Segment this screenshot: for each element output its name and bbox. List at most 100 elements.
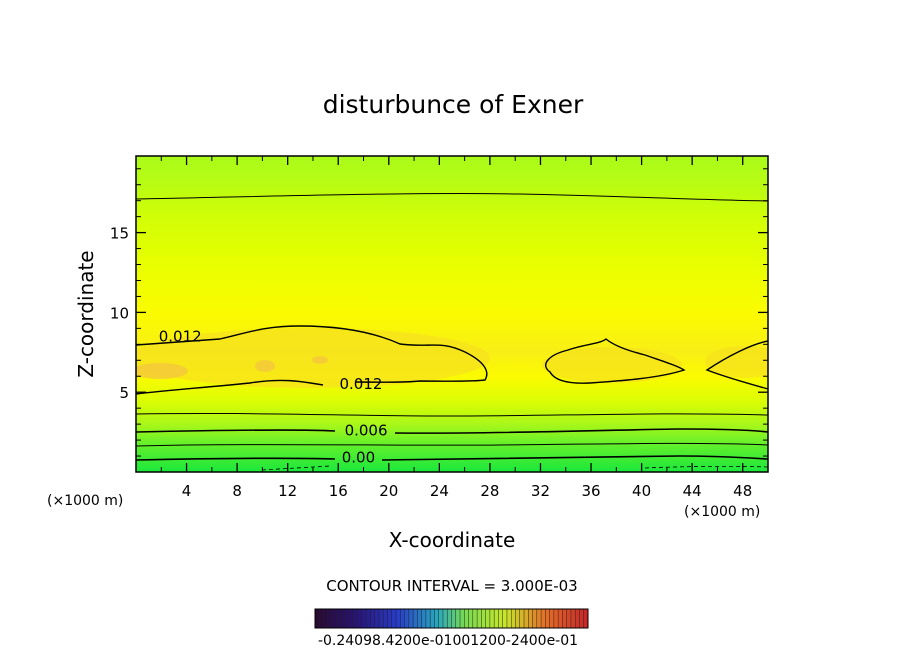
contour-line-0.012-cell <box>545 338 686 384</box>
colorbar-cell <box>515 609 521 628</box>
contour-line-0.00 <box>381 455 768 461</box>
minor-ticks <box>136 156 768 472</box>
colorbar-cell <box>361 609 367 628</box>
colorbar-cell <box>553 609 559 628</box>
core-2 <box>255 360 275 372</box>
colorbar <box>314 609 589 628</box>
contour-line-negative <box>644 465 768 469</box>
colorbar-cell <box>541 609 546 628</box>
max-region-2 <box>542 347 682 383</box>
field-background <box>136 156 768 472</box>
colorbar-cell <box>460 609 465 628</box>
colorbar-cell <box>583 609 589 628</box>
contour-line-0.012-lower <box>136 379 324 395</box>
colorbar-cell <box>332 609 337 628</box>
colorbar-cell <box>400 609 406 628</box>
x-tick-label: 12 <box>278 482 297 500</box>
colorbar-cell <box>434 609 440 628</box>
contour-line <box>136 193 768 202</box>
plot-area <box>136 156 768 472</box>
contour-line-0.00 <box>136 457 336 461</box>
colorbar-cell <box>524 609 529 628</box>
colorbar-cell <box>519 609 525 628</box>
x-axis-label: X-coordinate <box>389 528 516 552</box>
colorbar-cell <box>430 609 435 628</box>
x-tick-label: 32 <box>531 482 550 500</box>
colorbar-cell <box>562 609 568 628</box>
x-tick-label: 36 <box>581 482 600 500</box>
colorbar-cell <box>472 609 478 628</box>
x-tick-label: 28 <box>480 482 499 500</box>
max-region-3 <box>705 346 768 378</box>
colorbar-cell <box>413 609 418 628</box>
contour-label: 0.00 <box>342 449 375 467</box>
colorbar-cell <box>451 609 457 628</box>
colorbar-cell <box>447 609 452 628</box>
colorbar-cell <box>494 609 499 628</box>
colorbar-cell <box>570 609 576 628</box>
colorbar-cell <box>391 609 397 628</box>
plot-frame <box>135 155 769 473</box>
x-unit-label-right: (×1000 m) <box>684 504 760 520</box>
x-tick-label: 16 <box>329 482 348 500</box>
colorbar-cell <box>485 609 491 628</box>
colorbar-cell <box>566 609 572 628</box>
colorbar-cell <box>545 609 551 628</box>
contour-label: 0.012 <box>340 375 383 393</box>
colorbar-cell <box>528 609 534 628</box>
colorbar-cell <box>366 609 371 628</box>
max-region-1 <box>136 328 490 388</box>
y-ticks: 5 10 15 <box>110 225 768 402</box>
colorbar-cell <box>374 609 380 628</box>
colorbar-labels: -0.24098.4200e-01001200-2400e-01 <box>318 633 578 649</box>
colorbar-cell <box>319 609 325 628</box>
colorbar-cell <box>404 609 410 628</box>
colorbar-cell <box>438 609 444 628</box>
colorbar-cell <box>477 609 482 628</box>
chart-title: disturbunce of Exner <box>323 90 584 119</box>
colorbar-cell <box>315 609 320 628</box>
core-1 <box>136 363 188 379</box>
colorbar-cell <box>455 609 461 628</box>
y-axis-label: Z-coordinate <box>74 250 98 377</box>
colorbar-cell <box>536 609 542 628</box>
colorbar-cell <box>489 609 495 628</box>
x-tick-label: 40 <box>632 482 651 500</box>
colorbar-cell <box>481 609 487 628</box>
contour-line <box>136 412 768 417</box>
contour-labels: 0.012 0.012 0.006 0.00 <box>159 327 388 466</box>
colorbar-cell <box>353 609 359 628</box>
colorbar-cell <box>327 609 333 628</box>
colorbar-cell <box>387 609 393 628</box>
colorbar-cell <box>378 609 384 628</box>
colorbar-cell <box>336 609 342 628</box>
colorbar-cell <box>506 609 512 628</box>
contour-label: 0.012 <box>159 327 202 345</box>
colorbar-cell <box>344 609 350 628</box>
colorbar-cell <box>396 609 401 628</box>
colorbar-cell <box>511 609 516 628</box>
y-tick-label: 10 <box>110 304 129 322</box>
colorbar-cell <box>425 609 431 628</box>
colorbar-cell <box>549 609 555 628</box>
contour-line-0.012-upper <box>136 325 488 383</box>
colorbar-cell <box>579 609 585 628</box>
colorbar-cell <box>417 609 423 628</box>
colorbar-cell <box>357 609 363 628</box>
colorbar-cell <box>502 609 508 628</box>
x-tick-label: 24 <box>430 482 449 500</box>
colorbar-cell <box>323 609 329 628</box>
y-tick-label: 5 <box>119 384 129 402</box>
colorbar-cell <box>340 609 346 628</box>
colorbar-frame <box>314 608 589 629</box>
colorbar-cell <box>349 609 354 628</box>
contour-line-0.006 <box>136 429 336 433</box>
colorbar-cell <box>464 609 470 628</box>
contour-label: 0.006 <box>345 422 388 440</box>
contour-line-0.006 <box>394 428 768 434</box>
colorbar-cell <box>408 609 414 628</box>
x-ticks: 4 8 12 16 20 24 28 32 36 40 44 48 <box>182 156 752 500</box>
y-tick-label: 15 <box>110 225 129 243</box>
colorbar-cell <box>370 609 376 628</box>
x-tick-label: 48 <box>733 482 752 500</box>
